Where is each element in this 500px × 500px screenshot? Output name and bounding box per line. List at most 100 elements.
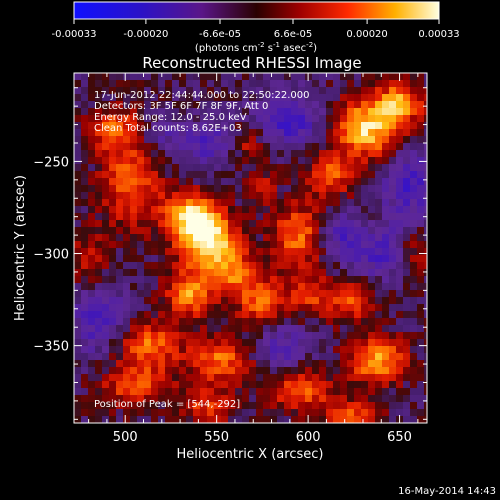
- heatmap-cell: [389, 255, 397, 263]
- heatmap-cell: [389, 269, 397, 277]
- heatmap-cell: [368, 143, 376, 151]
- heatmap-cell: [256, 339, 264, 347]
- heatmap-cell: [291, 381, 299, 389]
- heatmap-cell: [305, 143, 313, 151]
- heatmap-cell: [354, 269, 362, 277]
- heatmap-cell: [305, 276, 313, 284]
- heatmap-cell: [333, 339, 341, 347]
- heatmap-cell: [382, 255, 390, 263]
- heatmap-cell: [214, 227, 222, 235]
- heatmap-cell: [123, 395, 131, 403]
- heatmap-cell: [403, 290, 411, 298]
- heatmap-cell: [277, 297, 285, 305]
- heatmap-cell: [221, 353, 229, 361]
- heatmap-cell: [109, 192, 117, 200]
- heatmap-cell: [151, 227, 159, 235]
- heatmap-cell: [270, 304, 278, 312]
- heatmap-cell: [221, 388, 229, 396]
- heatmap-cell: [382, 199, 390, 207]
- heatmap-cell: [158, 318, 166, 326]
- heatmap-cell: [368, 80, 376, 88]
- heatmap-cell: [298, 388, 306, 396]
- heatmap-cell: [102, 388, 110, 396]
- heatmap-cell: [417, 178, 425, 186]
- heatmap-cell: [102, 290, 110, 298]
- heatmap-cell: [354, 311, 362, 319]
- heatmap-cell: [123, 192, 131, 200]
- heatmap-cell: [74, 297, 82, 305]
- heatmap-cell: [319, 367, 327, 375]
- heatmap-cell: [396, 178, 404, 186]
- heatmap-cell: [298, 332, 306, 340]
- heatmap-cell: [396, 248, 404, 256]
- heatmap-cell: [165, 381, 173, 389]
- heatmap-cell: [144, 360, 152, 368]
- heatmap-cell: [116, 402, 124, 410]
- heatmap-cell: [312, 332, 320, 340]
- heatmap-cell: [186, 185, 194, 193]
- heatmap-cell: [319, 101, 327, 109]
- heatmap-cell: [144, 213, 152, 221]
- heatmap-cell: [221, 402, 229, 410]
- heatmap-cell: [116, 129, 124, 137]
- heatmap-cell: [382, 178, 390, 186]
- heatmap-cell: [284, 332, 292, 340]
- heatmap-cell: [326, 185, 334, 193]
- heatmap-cell: [214, 374, 222, 382]
- heatmap-cell: [165, 304, 173, 312]
- heatmap-cell: [354, 94, 362, 102]
- heatmap-cell: [235, 311, 243, 319]
- heatmap-cell: [312, 87, 320, 95]
- heatmap-cell: [256, 241, 264, 249]
- heatmap-cell: [263, 339, 271, 347]
- heatmap-cell: [165, 332, 173, 340]
- heatmap-cell: [186, 325, 194, 333]
- heatmap-cell: [410, 234, 418, 242]
- heatmap-cell: [242, 339, 250, 347]
- heatmap-cell: [95, 409, 103, 417]
- heatmap-cell: [291, 332, 299, 340]
- heatmap-cell: [291, 213, 299, 221]
- heatmap-cell: [242, 367, 250, 375]
- heatmap-cell: [249, 185, 257, 193]
- heatmap-cell: [368, 332, 376, 340]
- heatmap-cell: [375, 269, 383, 277]
- heatmap-cell: [375, 122, 383, 130]
- heatmap-cell: [242, 87, 250, 95]
- heatmap-cell: [179, 206, 187, 214]
- heatmap-cell: [151, 164, 159, 172]
- heatmap-cell: [410, 325, 418, 333]
- heatmap-cell: [88, 318, 96, 326]
- heatmap-cell: [102, 192, 110, 200]
- heatmap-cell: [249, 374, 257, 382]
- heatmap-cell: [179, 227, 187, 235]
- heatmap-cell: [277, 101, 285, 109]
- heatmap-cell: [424, 318, 428, 326]
- heatmap-cell: [165, 283, 173, 291]
- heatmap-cell: [221, 171, 229, 179]
- heatmap-cell: [193, 318, 201, 326]
- heatmap-cell: [116, 213, 124, 221]
- heatmap-cell: [284, 395, 292, 403]
- heatmap-cell: [368, 213, 376, 221]
- heatmap-cell: [291, 80, 299, 88]
- heatmap-cell: [312, 339, 320, 347]
- heatmap-cell: [109, 367, 117, 375]
- heatmap-cell: [81, 129, 89, 137]
- heatmap-cell: [396, 206, 404, 214]
- heatmap-cell: [186, 115, 194, 123]
- heatmap-cell: [417, 325, 425, 333]
- heatmap-cell: [102, 248, 110, 256]
- heatmap-cell: [88, 115, 96, 123]
- heatmap-cell: [340, 115, 348, 123]
- heatmap-cell: [144, 374, 152, 382]
- heatmap-cell: [249, 248, 257, 256]
- heatmap-cell: [151, 276, 159, 284]
- heatmap-cell: [221, 150, 229, 158]
- heatmap-cell: [368, 346, 376, 354]
- heatmap-cell: [396, 234, 404, 242]
- heatmap-cell: [151, 80, 159, 88]
- heatmap-cell: [382, 402, 390, 410]
- heatmap-cell: [207, 136, 215, 144]
- heatmap-cell: [172, 374, 180, 382]
